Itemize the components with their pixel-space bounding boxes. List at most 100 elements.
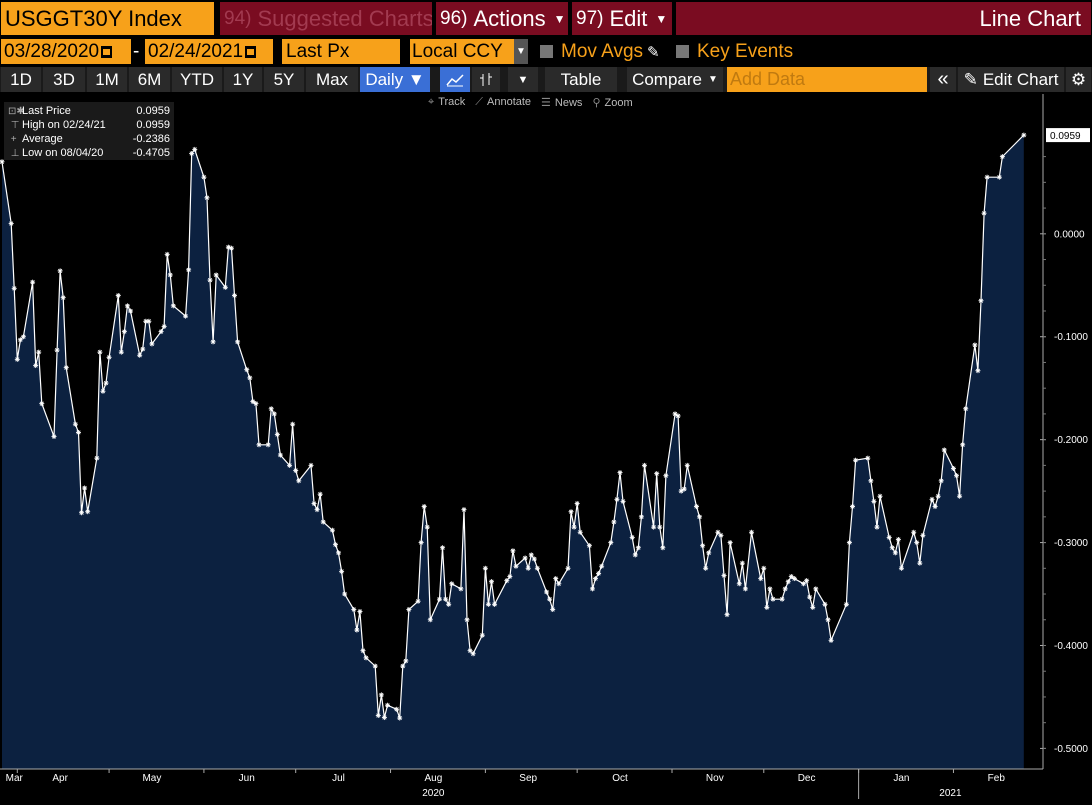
data-point[interactable] — [571, 524, 577, 530]
data-point[interactable] — [427, 617, 433, 623]
data-point[interactable] — [507, 574, 513, 580]
data-point[interactable] — [935, 493, 941, 499]
data-point[interactable] — [183, 313, 189, 319]
data-point[interactable] — [232, 293, 238, 299]
data-point[interactable] — [436, 596, 442, 602]
data-point[interactable] — [170, 303, 176, 309]
data-point[interactable] — [446, 601, 452, 607]
actions-menu[interactable]: 96) Actions ▼ — [436, 2, 568, 35]
data-point[interactable] — [82, 485, 88, 491]
dropdown-arrow-icon[interactable]: ▼ — [514, 39, 528, 64]
data-point[interactable] — [247, 375, 253, 381]
period-6m[interactable]: 6M — [129, 67, 170, 92]
data-point[interactable] — [60, 295, 66, 301]
data-point[interactable] — [941, 447, 947, 453]
data-point[interactable] — [137, 352, 143, 358]
data-point[interactable] — [204, 195, 210, 201]
security-ticker[interactable]: USGGT30Y Index — [1, 2, 214, 35]
data-point[interactable] — [522, 555, 528, 561]
data-point[interactable] — [17, 337, 23, 343]
price-chart[interactable]: 0.0000 -0.1000 -0.2000 -0.3000 -0.4000 -0.500… — [0, 92, 1092, 805]
data-point[interactable] — [785, 579, 791, 585]
news-tool[interactable]: ☰ News — [541, 96, 582, 110]
data-point[interactable] — [360, 648, 366, 654]
data-point[interactable] — [492, 601, 498, 607]
data-point[interactable] — [632, 552, 638, 558]
data-point[interactable] — [764, 604, 770, 610]
data-point[interactable] — [791, 576, 797, 582]
data-point[interactable] — [488, 579, 494, 585]
data-point[interactable] — [75, 429, 81, 435]
track-tool[interactable]: ⌖ Track — [428, 96, 465, 110]
data-point[interactable] — [115, 293, 121, 299]
data-point[interactable] — [357, 609, 363, 615]
data-point[interactable] — [547, 596, 553, 602]
calendar-icon[interactable] — [245, 45, 257, 58]
data-point[interactable] — [999, 154, 1005, 160]
data-point[interactable] — [693, 504, 699, 510]
data-point[interactable] — [127, 308, 133, 314]
data-point[interactable] — [892, 550, 898, 556]
checkbox-icon[interactable] — [540, 45, 553, 58]
data-point[interactable] — [106, 354, 112, 360]
data-point[interactable] — [63, 365, 69, 371]
data-point[interactable] — [556, 581, 562, 587]
period-ytd[interactable]: YTD — [172, 67, 222, 92]
end-date-field[interactable]: 02/24/2021 — [145, 39, 273, 64]
data-point[interactable] — [984, 174, 990, 180]
data-point[interactable] — [810, 604, 816, 610]
period-5y[interactable]: 5Y — [264, 67, 304, 92]
data-point[interactable] — [672, 411, 678, 417]
data-point[interactable] — [531, 556, 537, 562]
data-point[interactable] — [124, 303, 130, 309]
data-point[interactable] — [14, 356, 20, 362]
data-point[interactable] — [158, 329, 164, 335]
data-point[interactable] — [8, 221, 14, 227]
data-point[interactable] — [718, 532, 724, 538]
data-point[interactable] — [681, 486, 687, 492]
data-point[interactable] — [929, 496, 935, 502]
data-point[interactable] — [201, 174, 207, 180]
data-point[interactable] — [635, 545, 641, 551]
data-point[interactable] — [311, 500, 317, 506]
data-point[interactable] — [724, 612, 730, 618]
data-point[interactable] — [287, 462, 293, 468]
data-point[interactable] — [638, 514, 644, 520]
data-point[interactable] — [577, 529, 583, 535]
zoom-tool[interactable]: ⚲ Zoom — [592, 96, 632, 110]
data-point[interactable] — [397, 715, 403, 721]
period-1y[interactable]: 1Y — [224, 67, 262, 92]
data-point[interactable] — [354, 627, 360, 633]
data-point[interactable] — [140, 346, 146, 352]
data-point[interactable] — [972, 342, 978, 348]
data-point[interactable] — [895, 536, 901, 542]
data-point[interactable] — [253, 401, 259, 407]
calendar-icon[interactable] — [101, 45, 113, 58]
data-point[interactable] — [586, 543, 592, 549]
data-point[interactable] — [464, 617, 470, 623]
data-point[interactable] — [400, 663, 406, 669]
data-point[interactable] — [954, 473, 960, 479]
data-point[interactable] — [207, 277, 213, 283]
data-point[interactable] — [485, 601, 491, 607]
data-point[interactable] — [118, 349, 124, 355]
data-point[interactable] — [804, 578, 810, 584]
data-point[interactable] — [36, 349, 42, 355]
data-point[interactable] — [121, 329, 127, 335]
data-point[interactable] — [568, 509, 574, 515]
data-point[interactable] — [663, 473, 669, 479]
data-point[interactable] — [938, 478, 944, 484]
period-1m[interactable]: 1M — [87, 67, 127, 92]
data-point[interactable] — [739, 560, 745, 566]
data-point[interactable] — [608, 540, 614, 546]
data-point[interactable] — [372, 663, 378, 669]
mov-avgs-toggle[interactable]: Mov Avgs ✎ — [540, 39, 660, 64]
data-point[interactable] — [849, 504, 855, 510]
data-point[interactable] — [20, 334, 26, 340]
data-point[interactable] — [727, 540, 733, 546]
data-point[interactable] — [889, 545, 895, 551]
data-point[interactable] — [721, 573, 727, 579]
edit-menu[interactable]: 97) Edit ▼ — [572, 2, 672, 35]
data-point[interactable] — [654, 471, 660, 477]
suggested-charts-button[interactable]: 94) Suggested Charts — [220, 2, 432, 35]
